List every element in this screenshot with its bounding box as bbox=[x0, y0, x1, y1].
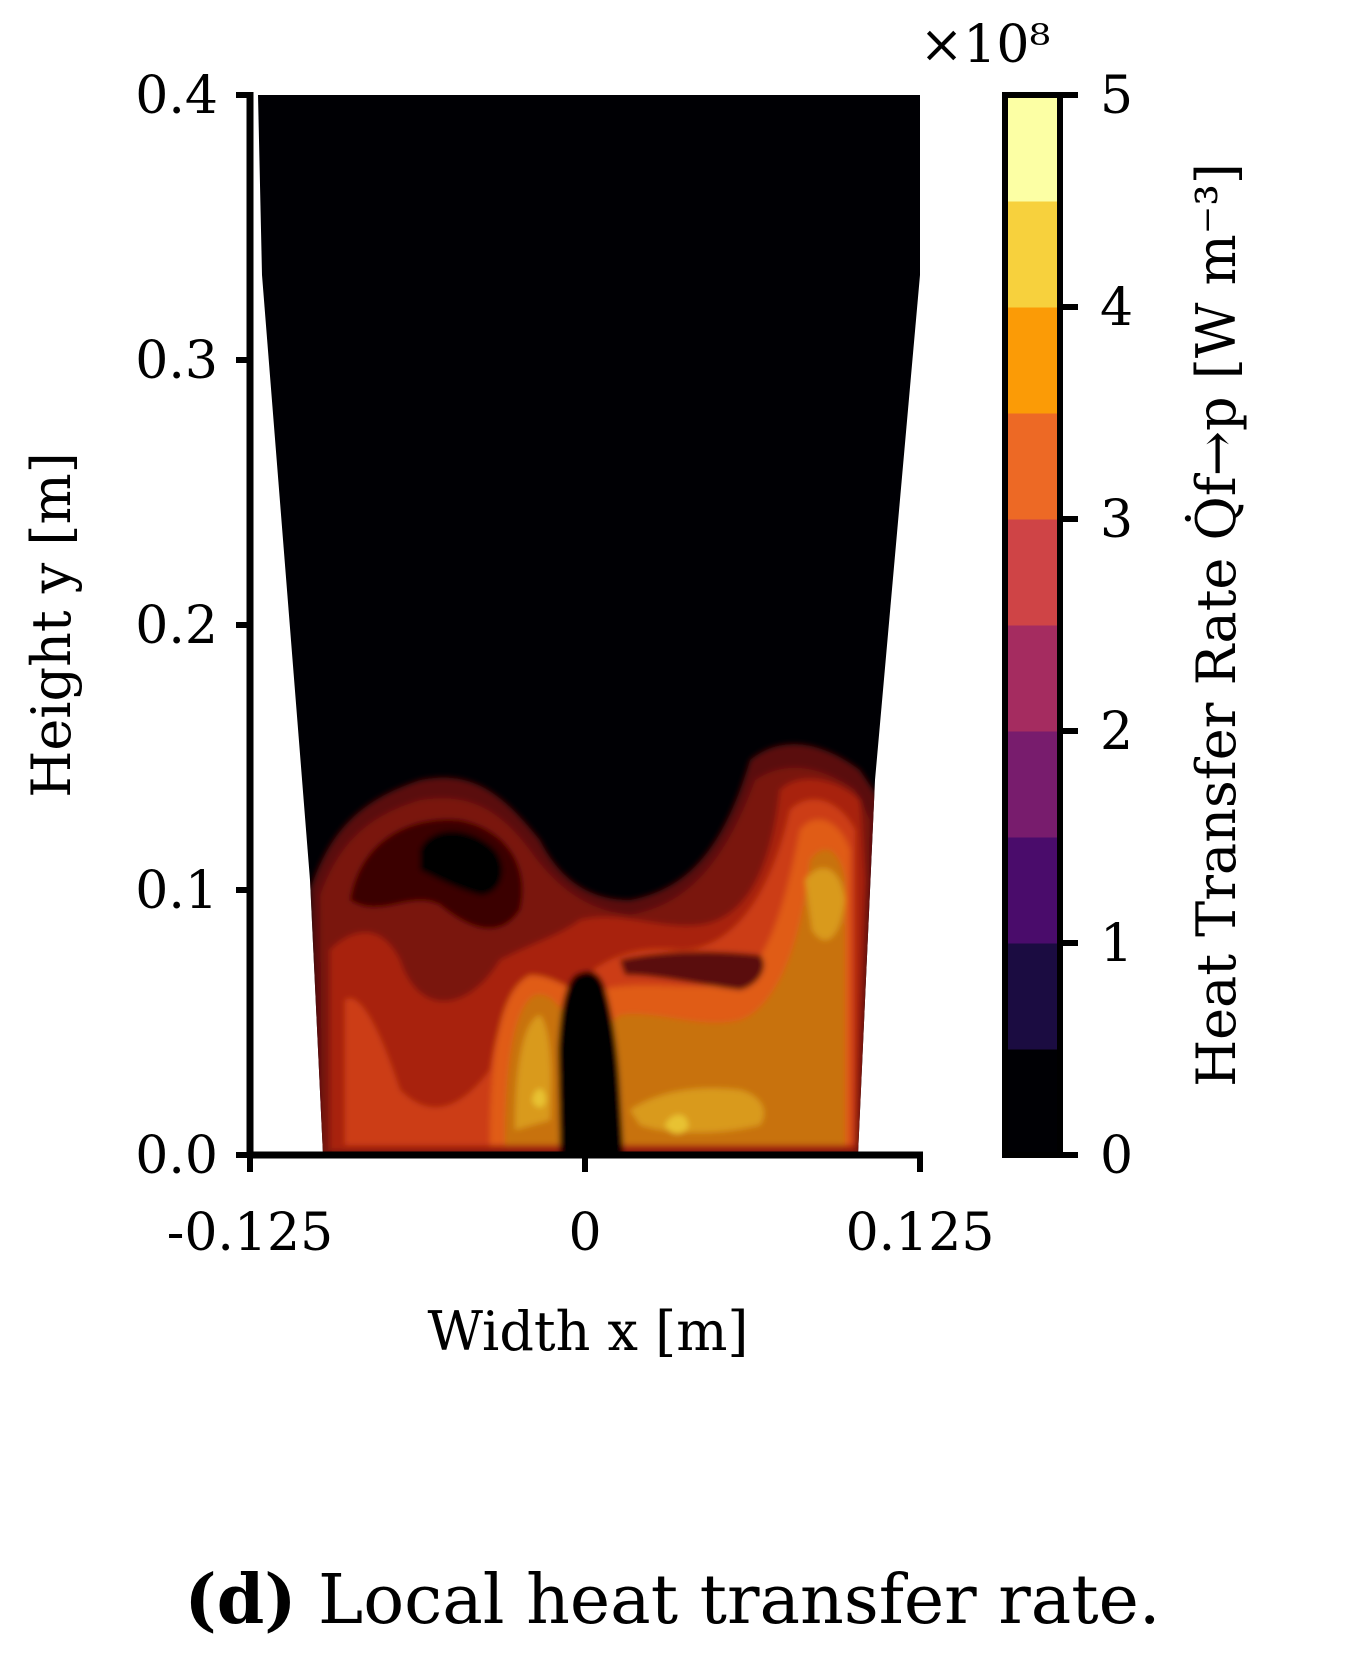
contour-level-8b bbox=[665, 1114, 689, 1134]
colorbar-level-7 bbox=[1005, 307, 1060, 414]
contour-field bbox=[258, 95, 920, 1155]
colorbar-multiplier: ×10⁸ bbox=[920, 15, 1051, 75]
figure-caption: (d) Local heat transfer rate. bbox=[0, 1560, 1345, 1640]
contour-level-8 bbox=[532, 1088, 546, 1108]
y-ticks: 0.0 0.1 0.2 0.3 0.4 bbox=[135, 66, 250, 1186]
right-dark-streak bbox=[620, 951, 764, 990]
contour-level-7c bbox=[805, 868, 845, 940]
colorbar-tick-label: 3 bbox=[1100, 490, 1133, 550]
colorbar-level-2 bbox=[1005, 837, 1060, 944]
y-axis-title: Height y [m] bbox=[20, 452, 83, 798]
colorbar-level-1 bbox=[1005, 943, 1060, 1050]
colorbar-tick-label: 4 bbox=[1100, 278, 1133, 338]
left-loop-core bbox=[420, 831, 503, 895]
colorbar-level-6 bbox=[1005, 413, 1060, 520]
x-ticks: -0.125 0 0.125 bbox=[167, 1155, 995, 1263]
caption-label: (d) bbox=[184, 1560, 297, 1640]
colorbar-tick-label: 0 bbox=[1100, 1126, 1133, 1186]
heat-transfer-contour-figure: 0.0 0.1 0.2 0.3 0.4 -0.125 0 0.125 0 1 2 3 4 5 Widt… bbox=[20, 15, 1248, 1363]
colorbar-title: Heat Transfer Rate Q̇f→p [W m⁻³] bbox=[1184, 163, 1248, 1087]
central-jet-core bbox=[558, 971, 624, 1155]
colorbar-level-4 bbox=[1005, 625, 1060, 732]
colorbar-tick-label: 5 bbox=[1100, 66, 1133, 126]
x-tick-label: -0.125 bbox=[167, 1203, 333, 1263]
colorbar-level-9 bbox=[1005, 95, 1060, 202]
colorbar-level-0 bbox=[1005, 1049, 1060, 1156]
x-axis-title: Width x [m] bbox=[428, 1300, 749, 1363]
y-tick-label: 0.0 bbox=[135, 1126, 218, 1186]
colorbar-tick-label: 1 bbox=[1100, 914, 1133, 974]
colorbar-level-3 bbox=[1005, 731, 1060, 838]
colorbar-level-5 bbox=[1005, 519, 1060, 626]
colorbar-frame bbox=[1002, 92, 1063, 1158]
contour-level-7b bbox=[630, 1088, 764, 1133]
y-tick-label: 0.3 bbox=[135, 331, 218, 391]
x-tick-label: 0.125 bbox=[846, 1203, 995, 1263]
colorbar-tick-label: 2 bbox=[1100, 702, 1133, 762]
y-tick-label: 0.2 bbox=[135, 596, 218, 656]
colorbar: 0 1 2 3 4 5 bbox=[1002, 66, 1133, 1186]
y-tick-label: 0.4 bbox=[135, 66, 218, 126]
x-tick-label: 0 bbox=[568, 1203, 601, 1263]
colorbar-level-8 bbox=[1005, 201, 1060, 308]
caption-text: Local heat transfer rate. bbox=[318, 1561, 1161, 1640]
y-tick-label: 0.1 bbox=[135, 861, 218, 921]
